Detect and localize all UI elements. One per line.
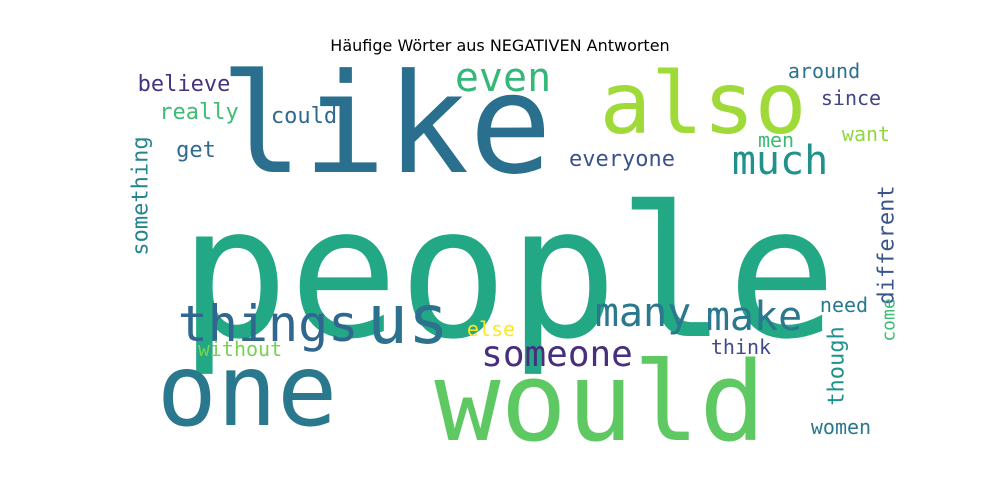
word-much: much	[732, 138, 828, 184]
word-come: come	[878, 298, 899, 341]
word-men: men	[758, 128, 794, 152]
word-also: also	[599, 54, 806, 154]
word-would: would	[434, 338, 765, 466]
chart-title: Häufige Wörter aus NEGATIVEN Antworten	[330, 36, 670, 55]
word-could: could	[271, 104, 337, 129]
word-without: without	[198, 337, 282, 361]
word-else: else	[467, 317, 515, 341]
word-us: us	[367, 281, 449, 360]
word-women: women	[811, 415, 871, 439]
word-even: even	[455, 55, 551, 101]
word-want: want	[842, 122, 890, 146]
word-people: people	[179, 167, 836, 379]
word-believe: believe	[138, 72, 231, 97]
word-since: since	[821, 86, 881, 110]
word-around: around	[788, 59, 860, 83]
word-different: different	[875, 185, 900, 304]
word-things: things	[178, 295, 359, 353]
word-one: one	[157, 332, 338, 449]
word-make: make	[706, 294, 802, 340]
word-think: think	[711, 335, 771, 359]
word-really: really	[159, 100, 238, 125]
word-everyone: everyone	[569, 147, 675, 172]
word-though: though	[825, 326, 850, 405]
word-something: something	[129, 136, 154, 255]
word-get: get	[176, 138, 216, 163]
word-many: many	[595, 290, 691, 336]
word-someone: someone	[481, 334, 633, 375]
word-like: like	[220, 44, 552, 205]
word-need: need	[820, 293, 868, 317]
